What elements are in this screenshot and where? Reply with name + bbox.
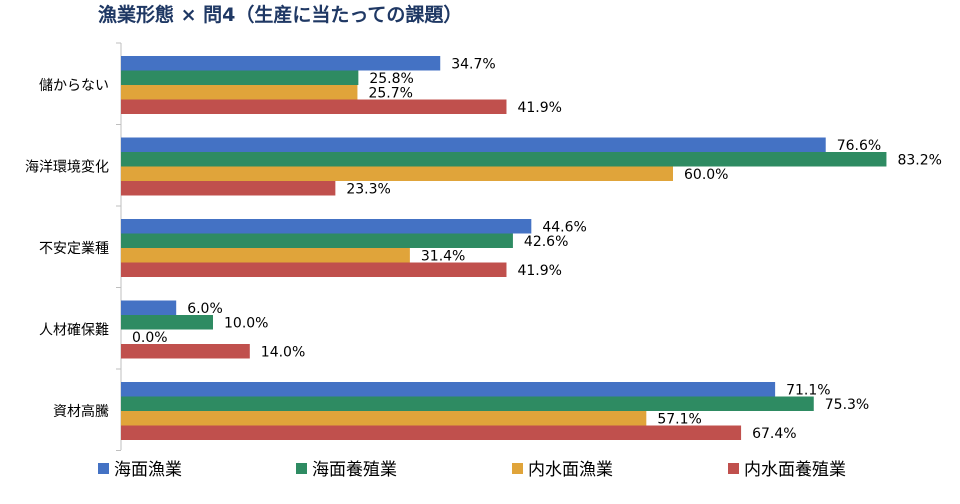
bar [121, 382, 776, 397]
bar [121, 85, 358, 100]
bar [121, 425, 742, 440]
data-label: 71.1% [786, 382, 830, 398]
data-label: 25.8% [369, 71, 413, 87]
bar [121, 56, 441, 71]
data-label: 25.7% [368, 85, 412, 101]
data-label: 75.3% [825, 397, 869, 413]
legend-label: 内水面漁業 [528, 460, 613, 480]
bar [121, 248, 410, 263]
bar [121, 411, 647, 426]
legend-swatch [98, 463, 109, 474]
data-label: 76.6% [837, 138, 881, 154]
bar [121, 233, 513, 248]
bar [121, 300, 177, 315]
bar [121, 70, 359, 85]
category-label: 海洋環境変化 [25, 159, 109, 176]
legend-label: 海面漁業 [114, 460, 182, 480]
data-label: 42.6% [524, 234, 568, 250]
bar [121, 396, 814, 411]
category-label: 人材確保難 [39, 323, 109, 339]
bar [121, 344, 250, 359]
bar [121, 315, 213, 330]
data-label: 41.9% [517, 263, 561, 279]
data-label: 6.0% [187, 301, 223, 317]
category-label: 不安定業種 [39, 241, 109, 257]
data-label: 0.0% [132, 330, 168, 346]
labels-layer: 34.7% 25.8%25.7% 41.9% 76.6% 83.2% 60.0% 23.3%… [132, 56, 942, 442]
data-label: 44.6% [542, 219, 586, 235]
data-label: 31.4% [421, 248, 465, 264]
data-label: 41.9% [517, 100, 561, 116]
data-label: 67.4% [752, 426, 796, 442]
category-label: 資材高騰 [53, 403, 109, 420]
data-label: 23.3% [346, 181, 390, 197]
legend-label: 海面養殖業 [312, 460, 397, 480]
data-label: 10.0% [224, 315, 268, 331]
bar [121, 137, 826, 152]
bars-layer [121, 56, 887, 440]
data-label: 60.0% [684, 167, 728, 183]
data-label: 34.7% [451, 56, 495, 72]
legend-swatch [728, 463, 739, 474]
data-label: 14.0% [261, 344, 305, 360]
bar [121, 99, 507, 114]
chart-title: 漁業形態 × 問4（生産に当たっての課題） [98, 3, 462, 26]
bar [121, 262, 507, 277]
bar [121, 152, 887, 167]
bar [121, 166, 673, 181]
legend-swatch [512, 463, 523, 474]
legend-swatch [296, 463, 307, 474]
legend: 海面漁業 海面養殖業 内水面漁業 内水面養殖業 [98, 460, 846, 480]
data-label: 83.2% [897, 152, 941, 168]
bar [121, 181, 336, 196]
bar [121, 219, 532, 234]
data-label: 57.1% [657, 411, 701, 427]
category-label: 儲からない [39, 78, 109, 94]
legend-label: 内水面養殖業 [744, 460, 846, 480]
